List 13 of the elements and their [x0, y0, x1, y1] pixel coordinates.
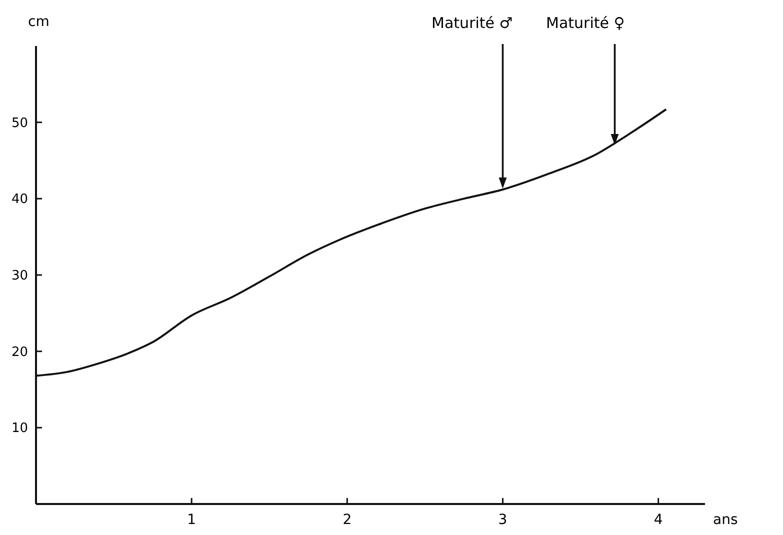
annotation: Maturité ♂	[432, 14, 513, 32]
x-tick-label: 2	[342, 512, 352, 528]
y-axis-title: cm	[28, 14, 50, 30]
x-tick-label: 1	[187, 512, 196, 528]
x-axis-title: ans	[713, 512, 738, 528]
y-tick-label: 20	[11, 344, 28, 360]
x-tick-label: 4	[654, 512, 663, 528]
x-tick-label: 3	[498, 512, 508, 528]
y-tick-label: 30	[11, 268, 28, 284]
y-tick-label: 40	[11, 192, 28, 208]
y-tick-label: 10	[11, 421, 28, 436]
annotation: Maturité ♀	[546, 14, 625, 32]
y-tick-label: 50	[11, 116, 28, 131]
